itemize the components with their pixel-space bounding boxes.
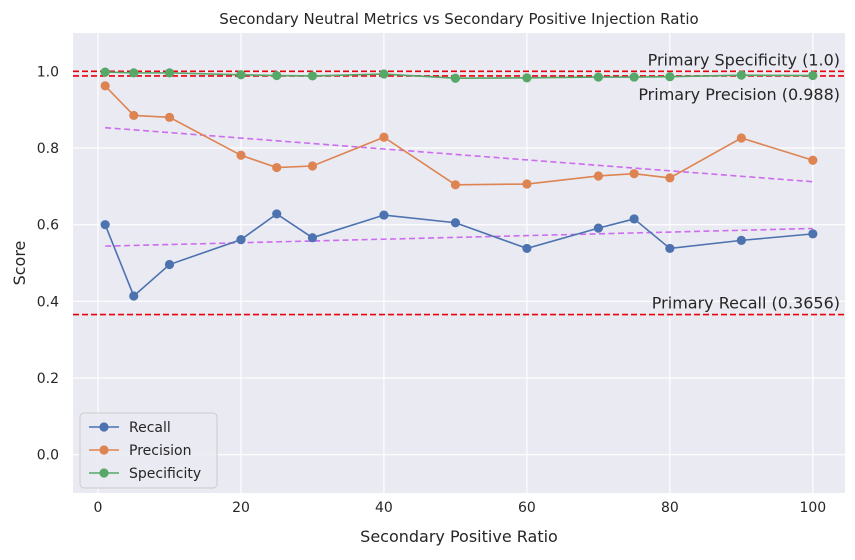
data-point: [450, 218, 461, 228]
data-point: [100, 67, 110, 77]
data-point: [593, 171, 603, 181]
data-point: [629, 169, 639, 179]
data-point: [808, 155, 818, 165]
y-tick-label: 1.0: [37, 64, 59, 80]
data-point: [100, 220, 110, 230]
reference-line-label: Primary Precision (0.988): [638, 85, 840, 104]
data-point: [379, 210, 389, 220]
series-line: [105, 71, 813, 80]
reference-line-label: Primary Specificity (1.0): [648, 50, 840, 69]
data-point: [665, 173, 675, 183]
chart-title: Secondary Neutral Metrics vs Secondary P…: [219, 10, 698, 28]
data-point: [450, 73, 461, 83]
data-point: [629, 214, 639, 224]
data-point: [307, 161, 318, 171]
legend-marker: [99, 422, 109, 432]
legend-label: Precision: [129, 443, 191, 459]
x-tick-label: 0: [94, 500, 103, 516]
data-point: [129, 291, 139, 301]
trendlines: [105, 126, 813, 247]
x-tick-label: 100: [799, 500, 826, 516]
data-point: [307, 71, 318, 81]
series-line: [104, 212, 813, 298]
axis-ticks: 0 20 40 60 80 100 0.0 0.2 0.4 0.6 0.8 1.0: [37, 64, 826, 516]
legend: Recall Precision Specificity: [79, 412, 218, 489]
data-point: [100, 81, 110, 91]
y-tick-label: 0.4: [37, 294, 59, 310]
x-tick-label: 60: [518, 500, 536, 516]
data-point: [593, 223, 603, 233]
data-point: [129, 110, 139, 121]
trendline: [105, 227, 813, 247]
data-point: [736, 235, 746, 245]
y-tick-label: 0.8: [37, 141, 59, 157]
data-point: [808, 70, 818, 81]
data-point: [593, 72, 603, 82]
data-point: [272, 209, 282, 219]
data-point: [629, 72, 639, 82]
legend-label: Recall: [129, 420, 171, 436]
data-point: [736, 70, 746, 80]
data-point: [736, 133, 746, 143]
trendline: [105, 126, 813, 183]
series-recall: [100, 209, 818, 301]
series-layer: [100, 67, 818, 301]
reference-labels: Primary Specificity (1.0) Primary Precisi…: [638, 50, 840, 312]
y-tick-label: 0.6: [37, 218, 59, 234]
data-point: [236, 70, 246, 80]
data-point: [236, 150, 246, 160]
legend-frame: [79, 412, 218, 489]
data-point: [665, 243, 675, 254]
data-point: [307, 233, 318, 243]
series-precision: [100, 81, 818, 190]
y-tick-label: 0.0: [37, 448, 59, 464]
legend-label: Specificity: [129, 466, 201, 482]
data-point: [272, 70, 282, 81]
data-point: [164, 68, 175, 78]
x-axis-label: Secondary Positive Ratio: [360, 527, 558, 546]
series-line: [104, 85, 814, 186]
y-tick-label: 0.2: [37, 371, 59, 387]
data-point: [164, 112, 175, 122]
data-point: [379, 69, 389, 79]
data-point: [164, 259, 175, 270]
data-point: [129, 68, 139, 78]
data-point: [522, 73, 532, 83]
x-tick-label: 40: [375, 500, 393, 516]
data-point: [522, 179, 532, 189]
data-point: [665, 72, 675, 82]
data-point: [236, 235, 246, 245]
data-point: [379, 132, 389, 142]
legend-marker: [99, 445, 109, 455]
x-tick-label: 80: [661, 500, 679, 516]
data-point: [522, 243, 532, 254]
reference-line-label: Primary Recall (0.3656): [652, 294, 840, 313]
series-specificity: [100, 67, 818, 83]
x-tick-label: 20: [232, 500, 250, 516]
data-point: [450, 180, 461, 190]
data-point: [272, 162, 282, 173]
data-point: [808, 229, 818, 239]
legend-marker: [99, 468, 109, 478]
y-axis-label: Score: [10, 241, 29, 286]
